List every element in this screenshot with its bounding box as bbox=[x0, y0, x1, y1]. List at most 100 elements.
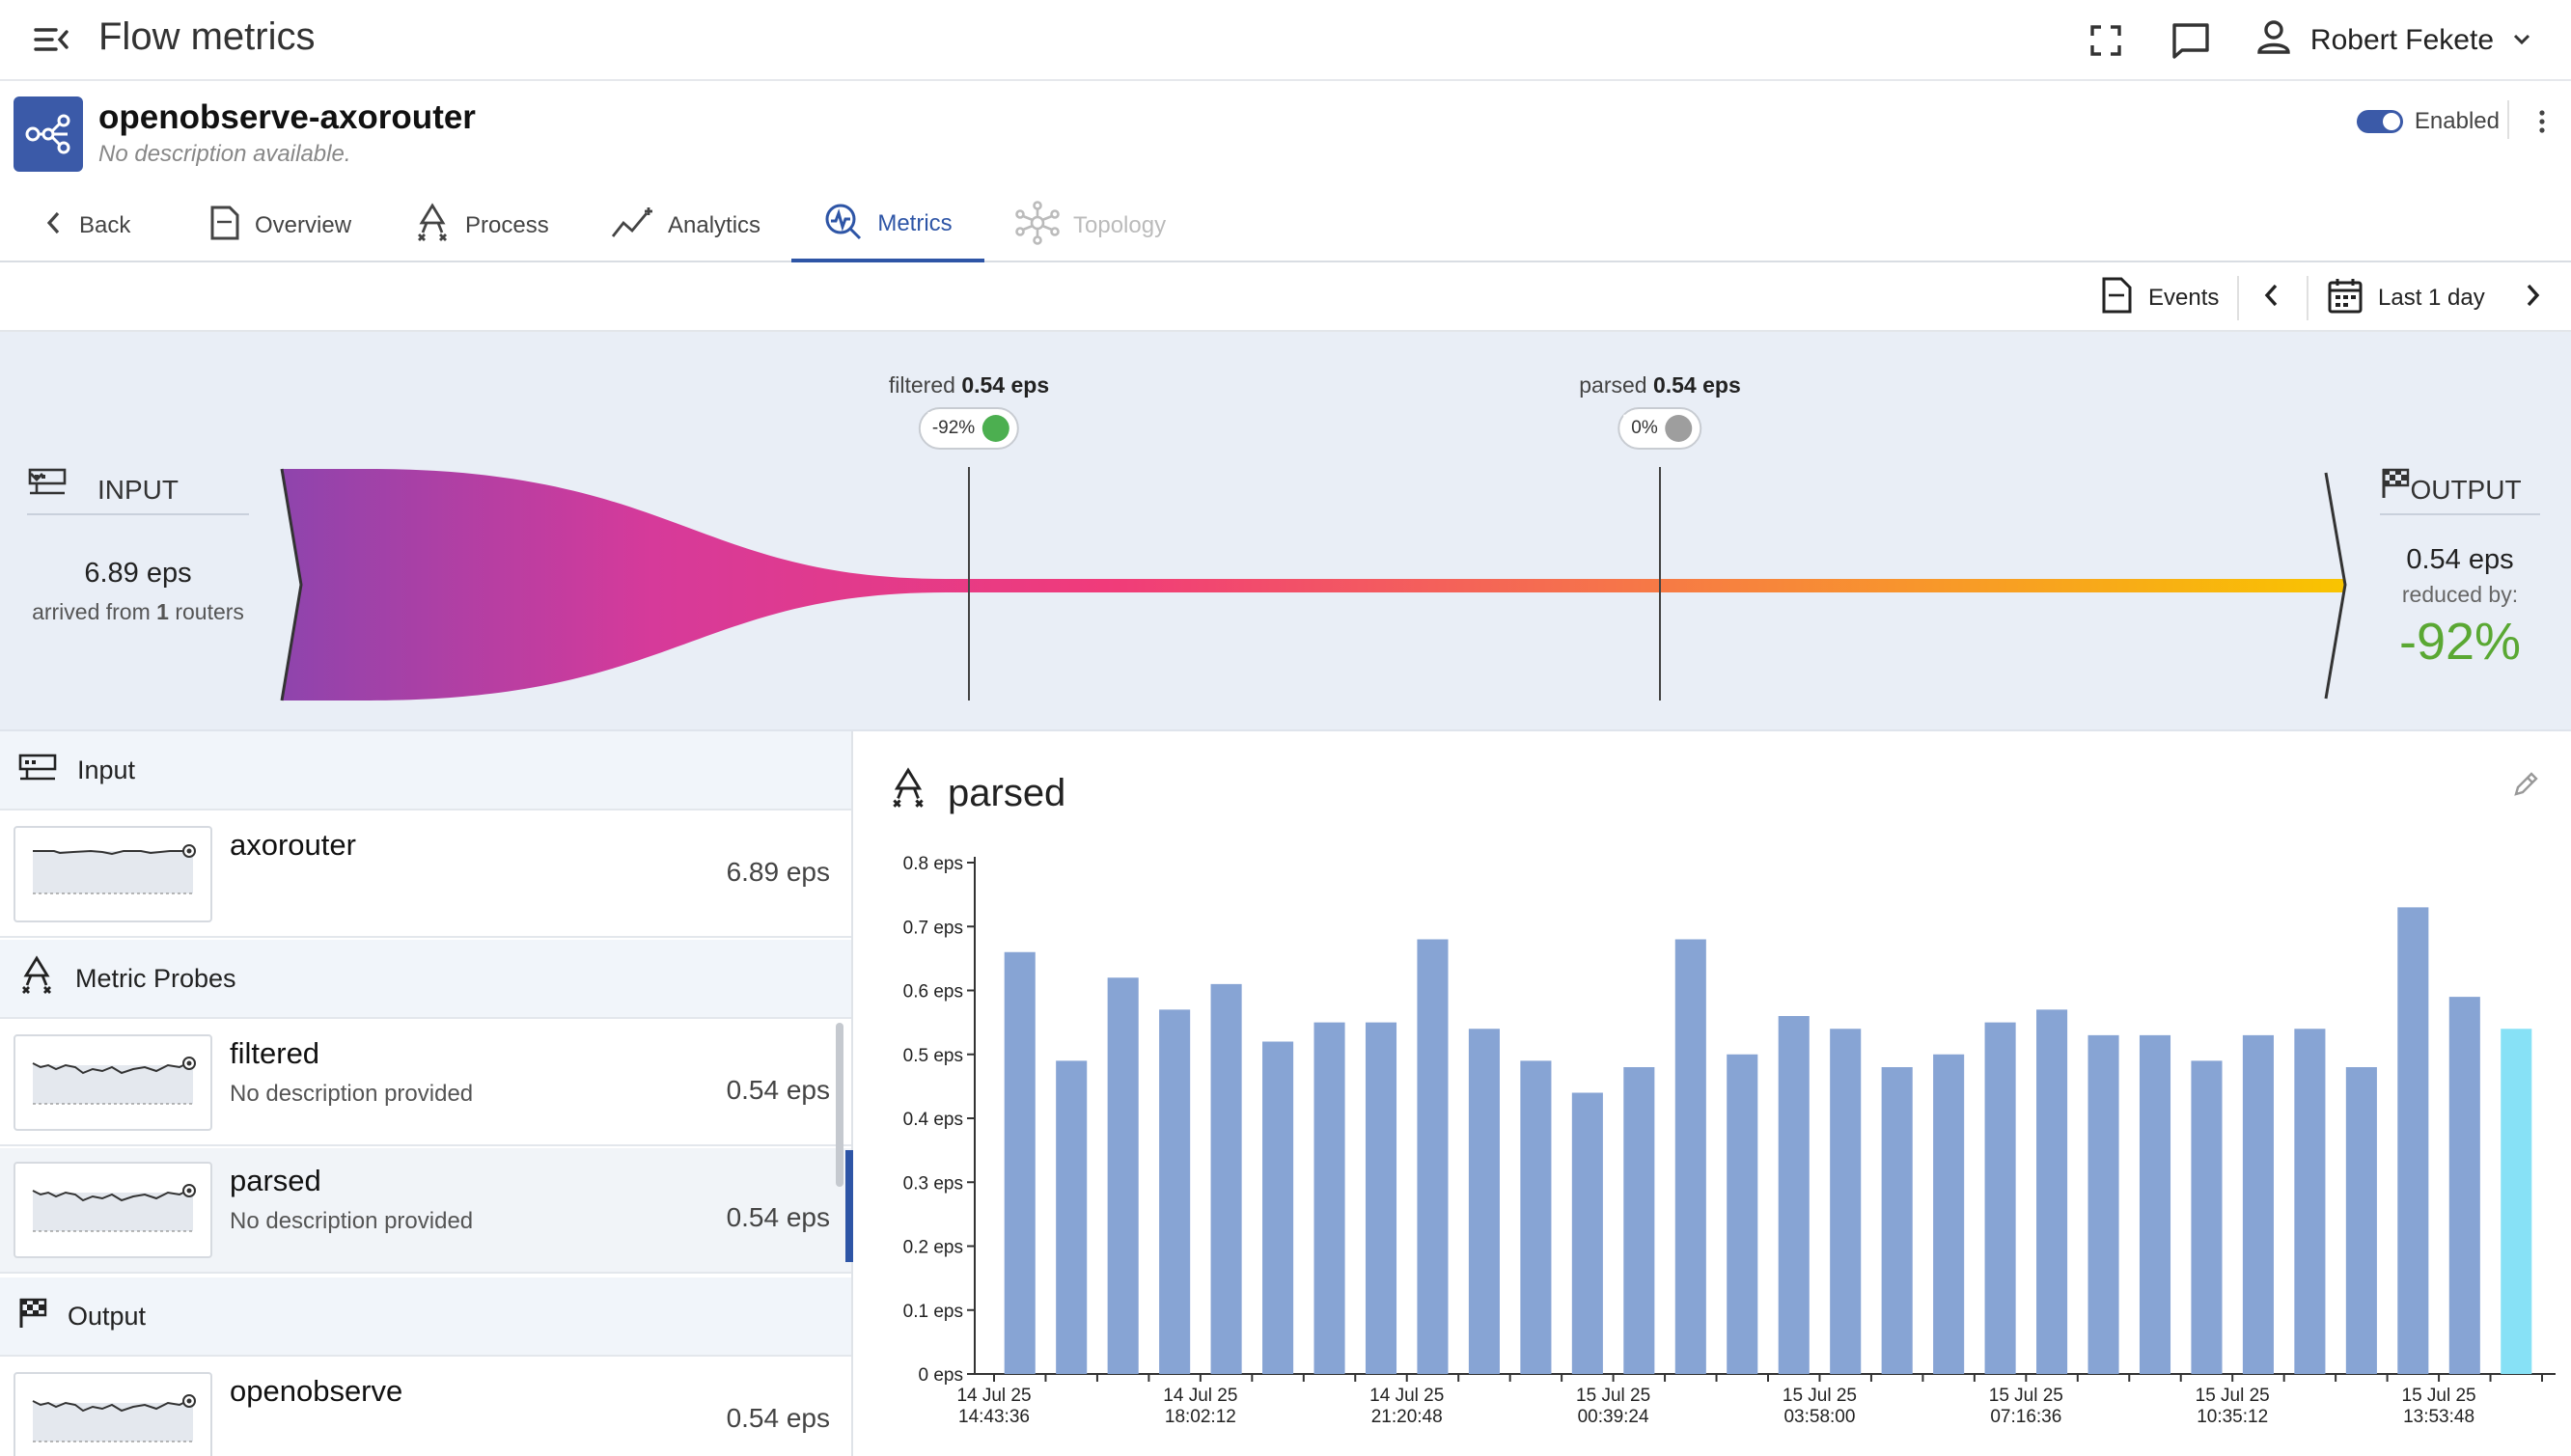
chart-bar bbox=[1881, 1067, 1913, 1374]
enabled-toggle[interactable] bbox=[2356, 110, 2403, 133]
x-tick-label: 15 Jul 25 bbox=[1989, 1386, 2063, 1406]
x-tick-label: 14 Jul 25 bbox=[1163, 1386, 1237, 1406]
node-description: No description provided bbox=[230, 1081, 474, 1107]
x-tick-label: 10:35:12 bbox=[2197, 1407, 2268, 1427]
pipeline-header: openobserve-axorouter No description ava… bbox=[0, 83, 2571, 179]
chart-bar bbox=[1727, 1054, 1758, 1374]
chart-bar bbox=[2501, 1029, 2532, 1374]
tab-label: Back bbox=[79, 212, 131, 238]
tab-metrics[interactable]: Metrics bbox=[791, 189, 984, 262]
section-metric-probes: Metric Probes bbox=[0, 940, 851, 1019]
input-rate: 6.89 eps bbox=[84, 558, 192, 589]
edit-icon[interactable] bbox=[2511, 770, 2546, 805]
chart-bar bbox=[2036, 1009, 2068, 1374]
section-title: Metric Probes bbox=[75, 963, 236, 993]
x-tick-label: 15 Jul 25 bbox=[2196, 1386, 2270, 1406]
chart-bar bbox=[1623, 1067, 1655, 1374]
chart-bar bbox=[1004, 951, 1036, 1374]
previous-range-button[interactable] bbox=[2260, 276, 2283, 320]
x-tick-label: 07:16:36 bbox=[1990, 1407, 2061, 1427]
analytics-icon bbox=[610, 206, 654, 247]
tab-back[interactable]: Back bbox=[42, 189, 130, 262]
sparkline bbox=[14, 1034, 212, 1131]
page-title: Flow metrics bbox=[98, 15, 316, 58]
reduced-label: reduced by: bbox=[2401, 582, 2519, 607]
chart-panel: 0 eps 0.1 eps 0.2 eps 0.3 eps 0.4 eps 0.5 eps… bbox=[855, 731, 2571, 1456]
tab-process[interactable]: Process bbox=[413, 189, 549, 262]
chart-bar bbox=[1210, 983, 1242, 1374]
probe-label-filtered: filtered 0.54 eps bbox=[889, 372, 1049, 398]
chart-bar bbox=[1778, 1016, 1810, 1374]
chart-bar bbox=[1107, 977, 1139, 1374]
chart-bar bbox=[1468, 1029, 1500, 1374]
chart-bar bbox=[1674, 939, 1706, 1374]
node-description: No description provided bbox=[230, 1208, 474, 1234]
chart-bar bbox=[1933, 1054, 1965, 1374]
probe-name: filtered bbox=[888, 372, 955, 398]
sparkline bbox=[14, 1372, 212, 1456]
y-tick-label: 0.1 eps bbox=[903, 1302, 963, 1322]
node-name: openobserve bbox=[230, 1374, 403, 1408]
list-item-axorouter[interactable]: axorouter 6.89 eps bbox=[0, 812, 851, 938]
fullscreen-icon[interactable] bbox=[2085, 19, 2127, 62]
section-output: Output bbox=[0, 1277, 851, 1357]
document-icon bbox=[207, 205, 241, 248]
more-options-icon[interactable] bbox=[2534, 108, 2550, 135]
user-menu[interactable]: Robert Fekete bbox=[2254, 17, 2532, 64]
probe-change: -92% bbox=[931, 418, 976, 438]
y-tick-label: 0.6 eps bbox=[903, 982, 963, 1003]
list-item-parsed[interactable]: parsed No description provided 0.54 eps bbox=[0, 1148, 851, 1274]
scrollbar[interactable] bbox=[836, 1023, 843, 1187]
bar-chart: 0 eps 0.1 eps 0.2 eps 0.3 eps 0.4 eps 0.5 eps… bbox=[903, 854, 2556, 1427]
chevron-left-icon bbox=[2260, 282, 2283, 316]
divider bbox=[2507, 100, 2509, 139]
list-item-openobserve[interactable]: openobserve 0.54 eps bbox=[0, 1359, 851, 1456]
pipeline-name: openobserve-axorouter bbox=[98, 98, 476, 136]
chart-bar bbox=[2294, 1029, 2326, 1374]
events-button[interactable]: Events bbox=[2098, 276, 2219, 320]
document-icon bbox=[2098, 276, 2135, 321]
input-dropdown[interactable]: INPUT bbox=[27, 467, 249, 515]
chat-icon[interactable] bbox=[2170, 19, 2212, 62]
output-label: OUTPUT bbox=[2410, 475, 2522, 505]
x-tick-label: 14:43:36 bbox=[958, 1407, 1030, 1427]
list-item-filtered[interactable]: filtered No description provided 0.54 ep… bbox=[0, 1021, 851, 1146]
chart-bar bbox=[1571, 1092, 1603, 1374]
time-range-picker[interactable]: Last 1 day bbox=[2326, 276, 2485, 320]
y-tick-label: 0.3 eps bbox=[903, 1173, 963, 1194]
chart-bar bbox=[2345, 1067, 2377, 1374]
chart-bar bbox=[2397, 907, 2429, 1374]
flow-diagram: filtered 0.54 eps -92% parsed 0.54 eps 0… bbox=[0, 332, 2571, 731]
probe-name: parsed bbox=[1579, 372, 1647, 398]
x-tick-label: 14 Jul 25 bbox=[1369, 1386, 1444, 1406]
tab-analytics[interactable]: Analytics bbox=[610, 189, 760, 262]
flow-stream bbox=[282, 469, 2345, 701]
chart-bar bbox=[2191, 1060, 2223, 1374]
events-label: Events bbox=[2148, 285, 2220, 311]
x-tick-label: 13:53:48 bbox=[2403, 1407, 2474, 1427]
user-name: Robert Fekete bbox=[2309, 24, 2494, 56]
selection-indicator bbox=[845, 1150, 853, 1262]
tab-topology: Topology bbox=[1015, 189, 1166, 262]
metrics-icon bbox=[823, 202, 864, 247]
probe-change-parsed[interactable]: 0% bbox=[1617, 407, 1702, 450]
tab-label: Process bbox=[465, 212, 549, 238]
tab-label: Overview bbox=[255, 212, 352, 238]
menu-collapse-icon[interactable] bbox=[33, 21, 69, 58]
x-tick-label: 14 Jul 25 bbox=[956, 1386, 1031, 1406]
flag-icon bbox=[17, 1297, 48, 1336]
next-range-button[interactable] bbox=[2521, 276, 2544, 320]
chevron-down-icon bbox=[2511, 24, 2532, 57]
flow-canvas bbox=[280, 467, 2347, 701]
x-tick-label: 15 Jul 25 bbox=[2402, 1386, 2476, 1406]
chart-bar bbox=[1520, 1060, 1552, 1374]
enabled-label: Enabled bbox=[2414, 108, 2500, 134]
chevron-left-icon bbox=[42, 209, 66, 243]
pipeline-logo bbox=[14, 96, 83, 172]
user-icon bbox=[2254, 17, 2293, 64]
top-bar: Flow metrics Robert Fekete bbox=[0, 0, 2571, 81]
chart-bar bbox=[1056, 1060, 1088, 1374]
y-tick-label: 0 eps bbox=[919, 1365, 963, 1386]
tab-overview[interactable]: Overview bbox=[207, 189, 351, 262]
probe-change-filtered[interactable]: -92% bbox=[918, 407, 1020, 450]
